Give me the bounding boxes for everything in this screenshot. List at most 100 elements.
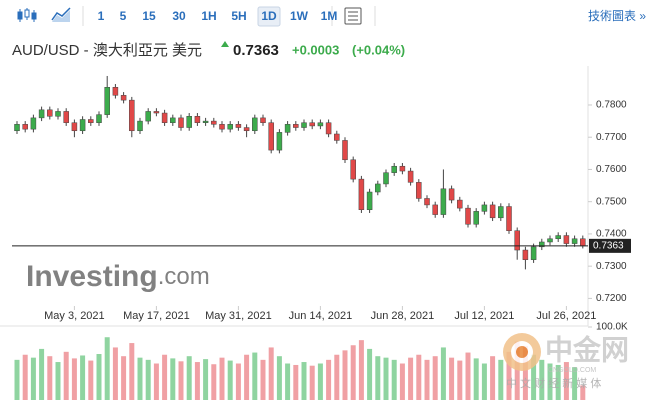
plot: 1 5 15 30 1H 5H 1D 1W 1M0.72000.73000.74000.7500… bbox=[12, 6, 631, 400]
volume-bar bbox=[121, 356, 127, 400]
watermark: Investing.com bbox=[26, 260, 210, 293]
cngold-tagline: 中 文 财 经 新 媒 体 bbox=[506, 376, 601, 390]
candle-body bbox=[530, 246, 537, 260]
candle-body bbox=[555, 235, 561, 240]
volume-bar bbox=[194, 362, 200, 400]
candle-body bbox=[506, 206, 512, 231]
candle-body bbox=[342, 140, 348, 161]
interval-button[interactable]: 15 bbox=[142, 9, 156, 23]
volume-bar bbox=[416, 354, 422, 400]
candle-body bbox=[416, 182, 422, 199]
candle-body bbox=[317, 122, 324, 127]
y-tick-label: 0.7600 bbox=[596, 164, 627, 175]
candle-body bbox=[432, 204, 438, 215]
candle-body bbox=[522, 249, 529, 260]
interval-button[interactable]: 1M bbox=[321, 9, 338, 23]
y-tick-label: 0.7500 bbox=[596, 196, 627, 207]
candle-body bbox=[14, 124, 20, 132]
candle-body bbox=[161, 112, 168, 123]
volume-bar bbox=[432, 356, 438, 400]
cngold-name: 中金网 bbox=[545, 333, 629, 365]
area-icon[interactable] bbox=[51, 7, 71, 22]
candle-body bbox=[112, 86, 119, 96]
volume-bar bbox=[22, 354, 28, 400]
candle-body bbox=[457, 199, 463, 209]
candle-body bbox=[366, 191, 373, 210]
volume-bar bbox=[104, 337, 110, 400]
settings-icon[interactable] bbox=[344, 7, 362, 25]
volume-bar bbox=[129, 343, 135, 400]
tech-chart-link[interactable]: 技術圖表 » bbox=[588, 9, 646, 23]
volume-bar bbox=[506, 351, 512, 400]
volume-bar bbox=[572, 367, 578, 400]
interval-active-bg bbox=[257, 6, 281, 27]
interval-button[interactable]: 1H bbox=[201, 9, 216, 23]
volume-bar bbox=[522, 345, 528, 400]
candle-body bbox=[498, 206, 504, 219]
watermark-suffix: .com bbox=[158, 263, 210, 290]
candle-body bbox=[481, 204, 488, 212]
volume-bar bbox=[211, 364, 217, 400]
candle-body bbox=[22, 124, 28, 130]
volume-bar bbox=[244, 354, 250, 400]
volume-bar bbox=[235, 363, 241, 400]
candle-body bbox=[88, 119, 94, 123]
volume-bar bbox=[309, 365, 315, 400]
candle-body bbox=[293, 124, 299, 128]
volume-bar bbox=[481, 363, 487, 400]
candle-body bbox=[104, 86, 110, 115]
candle-body bbox=[563, 235, 570, 244]
interval-button[interactable]: 5 bbox=[120, 9, 127, 23]
candle-body bbox=[424, 198, 430, 206]
volume-bar bbox=[473, 358, 479, 400]
y-tick-label: 0.7300 bbox=[596, 261, 627, 272]
candle-body bbox=[227, 124, 233, 130]
candle-body bbox=[47, 109, 53, 117]
volume-bar bbox=[30, 357, 36, 400]
volume-bar bbox=[162, 354, 168, 400]
volume-bar bbox=[375, 356, 381, 400]
volume-bar bbox=[96, 354, 102, 400]
volume-bar bbox=[563, 362, 569, 400]
interval-button[interactable]: 5H bbox=[231, 9, 246, 23]
volume-bar bbox=[539, 359, 545, 400]
x-tick-label: Jul 12, 2021 bbox=[454, 310, 514, 322]
candle-body bbox=[63, 111, 69, 123]
candle-body bbox=[38, 109, 45, 119]
candle-body bbox=[547, 238, 553, 243]
x-tick-label: Jul 26, 2021 bbox=[536, 310, 596, 322]
interval-button[interactable]: 1 bbox=[98, 9, 105, 23]
interval-button[interactable]: 1W bbox=[290, 9, 309, 23]
volume-bar bbox=[63, 351, 69, 400]
x-tick-label: Jun 28, 2021 bbox=[371, 310, 435, 322]
candle-body bbox=[334, 133, 340, 141]
volume-bar bbox=[47, 356, 53, 400]
volume-bar bbox=[531, 354, 537, 400]
candle-body bbox=[514, 230, 520, 251]
candle-icon[interactable] bbox=[17, 8, 37, 22]
volume-bar bbox=[424, 359, 430, 400]
volume-tick-label: 100.0K bbox=[596, 322, 628, 333]
volume-bar bbox=[186, 356, 192, 400]
volume-bar bbox=[178, 361, 184, 400]
candle-body bbox=[383, 172, 389, 185]
interval-button[interactable]: 1D bbox=[261, 9, 277, 23]
candle-body bbox=[243, 127, 250, 132]
candle-body bbox=[55, 111, 61, 117]
volume-bar bbox=[498, 359, 504, 400]
volume-bar bbox=[383, 357, 389, 400]
candle-body bbox=[71, 122, 78, 132]
volume-bar bbox=[399, 363, 405, 400]
volume-bar bbox=[88, 360, 94, 400]
candle-body bbox=[399, 165, 406, 172]
candle-body bbox=[219, 124, 225, 130]
interval-button[interactable]: 30 bbox=[172, 9, 186, 23]
volume-bar bbox=[334, 354, 340, 400]
candle-body bbox=[301, 122, 307, 128]
volume-bar bbox=[112, 347, 118, 400]
up-arrow bbox=[221, 41, 229, 47]
last-price-box bbox=[589, 238, 631, 253]
candle-body bbox=[309, 122, 315, 127]
volume-bar bbox=[268, 347, 274, 400]
